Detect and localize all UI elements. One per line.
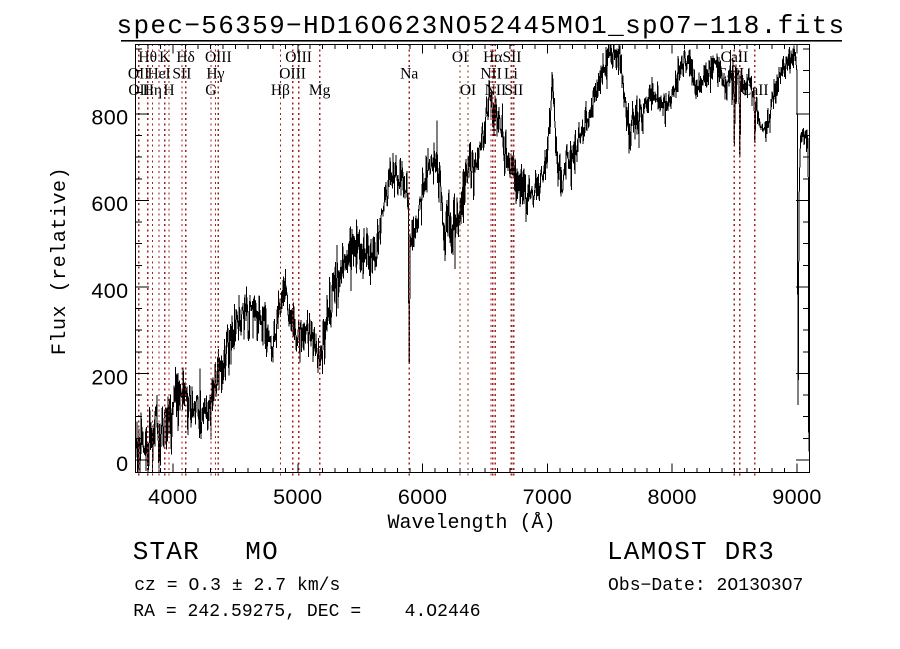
svg-text:H: H	[163, 82, 174, 99]
svg-text:Hγ: Hγ	[206, 66, 224, 83]
svg-text:OI: OI	[460, 82, 476, 99]
svg-text:600: 600	[91, 192, 128, 216]
svg-text:MO: MO	[245, 537, 279, 567]
svg-text:LAMOST DR3: LAMOST DR3	[607, 537, 775, 567]
svg-text:HeI: HeI	[147, 66, 170, 83]
svg-text:Hη: Hη	[143, 82, 162, 99]
svg-text:OIII: OIII	[279, 66, 306, 83]
svg-text:Na: Na	[400, 66, 418, 83]
svg-text:Wavelength (Å): Wavelength (Å)	[387, 512, 555, 535]
svg-text:CaII: CaII	[741, 82, 769, 99]
svg-text:OII: OII	[128, 82, 150, 99]
svg-text:OIII: OIII	[285, 49, 312, 66]
svg-text:OIII: OIII	[205, 49, 232, 66]
svg-text:Hα: Hα	[483, 49, 502, 66]
svg-text:8000: 8000	[647, 485, 696, 509]
svg-text:STAR: STAR	[133, 537, 200, 567]
svg-text:NII: NII	[485, 82, 507, 99]
svg-text:OI: OI	[452, 49, 468, 66]
svg-text:CaII: CaII	[717, 66, 745, 83]
svg-text:SII: SII	[503, 49, 522, 66]
svg-text:K: K	[159, 49, 171, 66]
svg-text:Hδ: Hδ	[176, 49, 195, 66]
svg-text:Li: Li	[504, 66, 518, 83]
svg-text:spec−56359−HD16O623NO52445MO1_: spec−56359−HD16O623NO52445MO1_spO7−118.f…	[117, 11, 846, 41]
svg-text:OII: OII	[128, 66, 150, 83]
svg-text:4000: 4000	[148, 485, 197, 509]
svg-text:CaII: CaII	[721, 49, 749, 66]
svg-text:NII: NII	[480, 66, 502, 83]
svg-text:5000: 5000	[273, 485, 322, 509]
svg-text:Obs−Date: 2O13O3O7: Obs−Date: 2O13O3O7	[608, 576, 803, 596]
svg-text:0: 0	[116, 452, 128, 476]
svg-text:Flux (relative): Flux (relative)	[49, 167, 72, 355]
svg-text:Hθ: Hθ	[138, 49, 157, 66]
svg-text:6000: 6000	[398, 485, 447, 509]
svg-text:G: G	[205, 82, 216, 99]
svg-text:Hβ: Hβ	[271, 82, 290, 99]
svg-text:RA = 242.59275, DEC = 4.O24: RA = 242.59275, DEC = 4.O2446	[133, 602, 480, 622]
svg-text:200: 200	[91, 365, 128, 389]
svg-text:Mg: Mg	[309, 82, 331, 99]
svg-text:7000: 7000	[523, 485, 572, 509]
svg-text:cz = O.3 ± 2.7 km/s: cz = O.3 ± 2.7 km/s	[134, 576, 340, 596]
svg-text:SII: SII	[504, 82, 523, 99]
svg-text:SII: SII	[172, 66, 191, 83]
svg-text:9000: 9000	[772, 485, 821, 509]
svg-text:400: 400	[91, 279, 128, 303]
svg-text:800: 800	[91, 106, 128, 130]
